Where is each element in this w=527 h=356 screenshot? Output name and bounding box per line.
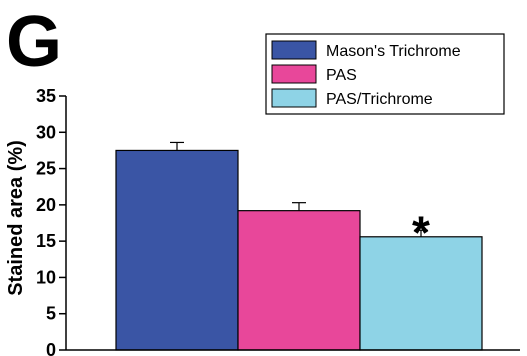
bar-mason-s-trichrome xyxy=(115,149,239,351)
y-tick-label: 0 xyxy=(46,340,56,356)
legend-swatch xyxy=(271,40,317,60)
y-tick-label: 30 xyxy=(36,122,56,142)
panel-label: G xyxy=(6,2,62,82)
y-axis: 0 5 10 15 20 25 30 35 xyxy=(36,86,67,356)
legend-label: PAS xyxy=(326,67,357,84)
y-tick-label: 20 xyxy=(36,195,56,215)
bar-pas xyxy=(237,210,361,351)
y-axis-title: Stained area (%) xyxy=(5,140,27,296)
bars xyxy=(115,149,483,351)
y-tick-label: 35 xyxy=(36,86,56,106)
error-bars xyxy=(170,141,428,237)
legend-swatch xyxy=(271,64,317,84)
y-tick-label: 25 xyxy=(36,159,56,179)
y-tick-label: 15 xyxy=(36,231,56,251)
y-tick-label: 10 xyxy=(36,267,56,287)
y-tick-label: 5 xyxy=(46,304,56,324)
legend-label: PAS/Trichrome xyxy=(326,91,433,108)
significance-asterisk: * xyxy=(412,206,430,258)
legend-label: Mason's Trichrome xyxy=(326,43,461,60)
legend: Mason's Trichrome PAS PAS/Trichrome xyxy=(265,33,505,115)
legend-swatch xyxy=(271,88,317,108)
